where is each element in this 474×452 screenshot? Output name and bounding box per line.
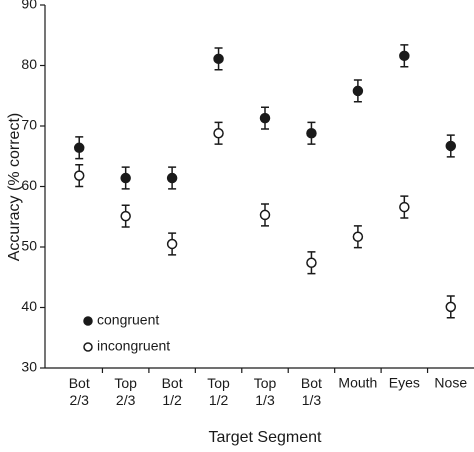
data-point [445,301,457,313]
y-tick-label: 30 [21,359,37,375]
x-axis-label: Target Segment [209,429,323,446]
legend-label: congruent [97,312,159,328]
data-point [352,231,364,242]
data-point [306,128,317,139]
x-tick-label: Top 1/2 [207,375,230,408]
data-point [73,170,85,181]
x-tick-label: Nose [434,375,467,391]
y-tick-label: 80 [21,56,37,72]
x-tick-label: Mouth [338,375,377,391]
data-point [166,172,178,184]
y-axis-label: Accuracy (% correct) [6,113,23,261]
data-point [259,209,271,221]
x-tick-label: Eyes [389,375,420,391]
data-point [259,112,271,124]
data-point [399,50,410,62]
legend-label: incongruent [97,338,170,354]
y-tick-label: 70 [21,117,37,133]
y-tick-label: 60 [21,177,37,193]
y-tick-label: 90 [21,0,37,12]
y-tick-label: 50 [21,238,37,254]
x-tick-label: Top 1/3 [254,375,277,408]
data-point [399,201,410,213]
data-point [306,257,317,268]
y-tick-label: 40 [21,298,37,314]
data-point [166,238,178,250]
data-point [213,53,224,65]
data-point [213,128,224,139]
data-point [120,210,131,222]
legend-marker [83,316,93,326]
data-point [120,172,131,184]
x-tick-label: Bot 1/3 [301,375,322,408]
legend-marker [83,342,93,352]
data-point [73,142,85,154]
x-tick-label: Bot 2/3 [69,375,90,408]
data-point [445,140,457,152]
x-tick-label: Top 2/3 [114,375,137,408]
x-tick-label: Bot 1/2 [162,375,183,408]
data-point [352,85,364,97]
